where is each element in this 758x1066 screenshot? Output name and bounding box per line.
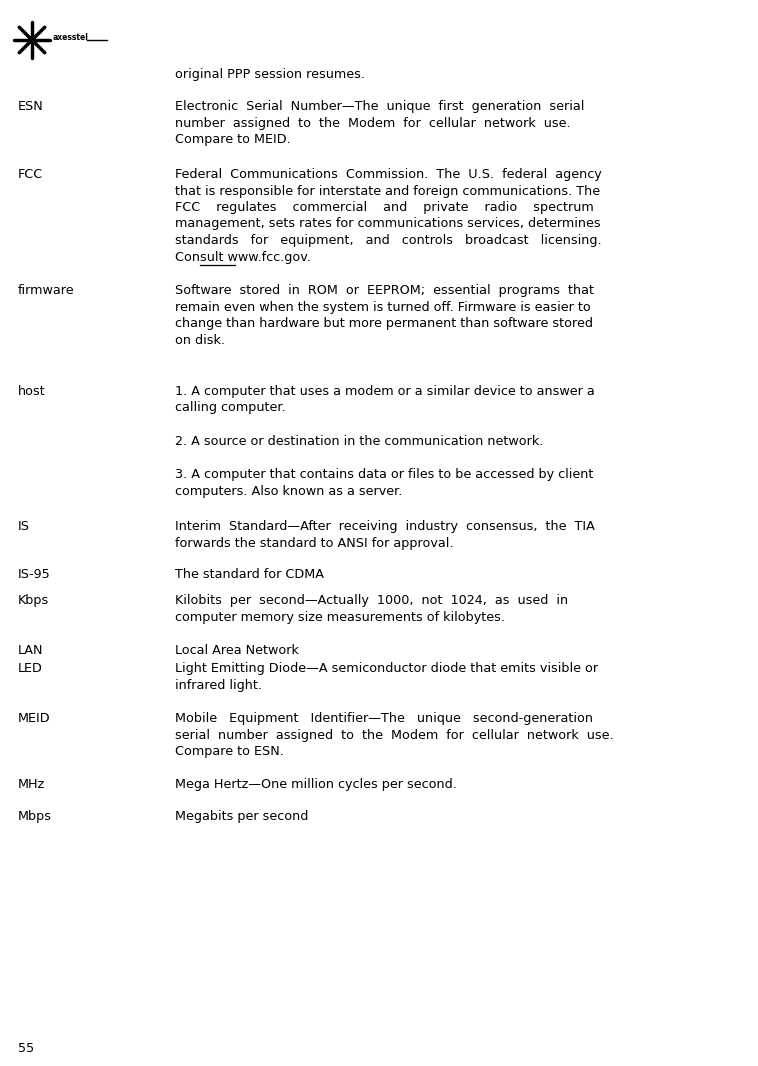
Text: Consult www.fcc.gov.: Consult www.fcc.gov.	[175, 251, 311, 263]
Text: firmware: firmware	[18, 284, 74, 297]
Text: host: host	[18, 385, 45, 398]
Text: 55: 55	[18, 1041, 34, 1055]
Text: Local Area Network: Local Area Network	[175, 644, 299, 657]
Text: Megabits per second: Megabits per second	[175, 810, 309, 823]
Text: Compare to MEID.: Compare to MEID.	[175, 133, 291, 146]
Text: MHz: MHz	[18, 778, 45, 791]
Text: axesstel: axesstel	[53, 32, 89, 42]
Text: serial  number  assigned  to  the  Modem  for  cellular  network  use.: serial number assigned to the Modem for …	[175, 728, 614, 742]
Text: The standard for CDMA: The standard for CDMA	[175, 568, 324, 581]
Text: management, sets rates for communications services, determines: management, sets rates for communication…	[175, 217, 600, 230]
Text: standards   for   equipment,   and   controls   broadcast   licensing.: standards for equipment, and controls br…	[175, 235, 602, 247]
Text: Kilobits  per  second—Actually  1000,  not  1024,  as  used  in: Kilobits per second—Actually 1000, not 1…	[175, 594, 568, 607]
Text: forwards the standard to ANSI for approval.: forwards the standard to ANSI for approv…	[175, 536, 453, 549]
Text: that is responsible for interstate and foreign communications. The: that is responsible for interstate and f…	[175, 184, 600, 197]
Text: on disk.: on disk.	[175, 334, 225, 346]
Text: ESN: ESN	[18, 100, 44, 113]
Text: Mega Hertz—One million cycles per second.: Mega Hertz—One million cycles per second…	[175, 778, 457, 791]
Text: LAN: LAN	[18, 644, 43, 657]
Text: Interim  Standard—After  receiving  industry  consensus,  the  TIA: Interim Standard—After receiving industr…	[175, 520, 595, 533]
Text: MEID: MEID	[18, 712, 51, 725]
Text: change than hardware but more permanent than software stored: change than hardware but more permanent …	[175, 317, 593, 330]
Text: infrared light.: infrared light.	[175, 678, 262, 692]
Text: 1. A computer that uses a modem or a similar device to answer a: 1. A computer that uses a modem or a sim…	[175, 385, 595, 398]
Text: Compare to ESN.: Compare to ESN.	[175, 745, 284, 758]
Text: FCC: FCC	[18, 168, 43, 181]
Text: original PPP session resumes.: original PPP session resumes.	[175, 68, 365, 81]
Text: LED: LED	[18, 662, 43, 675]
Text: Kbps: Kbps	[18, 594, 49, 607]
Text: IS: IS	[18, 520, 30, 533]
Text: 2. A source or destination in the communication network.: 2. A source or destination in the commun…	[175, 435, 543, 448]
Text: Electronic  Serial  Number—The  unique  first  generation  serial: Electronic Serial Number—The unique firs…	[175, 100, 584, 113]
Text: Software  stored  in  ROM  or  EEPROM;  essential  programs  that: Software stored in ROM or EEPROM; essent…	[175, 284, 594, 297]
Text: Mobile   Equipment   Identifier—The   unique   second-generation: Mobile Equipment Identifier—The unique s…	[175, 712, 593, 725]
Text: calling computer.: calling computer.	[175, 402, 286, 415]
Text: computers. Also known as a server.: computers. Also known as a server.	[175, 485, 402, 498]
Text: Light Emitting Diode—A semiconductor diode that emits visible or: Light Emitting Diode—A semiconductor dio…	[175, 662, 598, 675]
Text: Mbps: Mbps	[18, 810, 52, 823]
Text: Federal  Communications  Commission.  The  U.S.  federal  agency: Federal Communications Commission. The U…	[175, 168, 602, 181]
Text: number  assigned  to  the  Modem  for  cellular  network  use.: number assigned to the Modem for cellula…	[175, 116, 571, 129]
Text: IS-95: IS-95	[18, 568, 51, 581]
Text: 3. A computer that contains data or files to be accessed by client: 3. A computer that contains data or file…	[175, 468, 594, 481]
Text: computer memory size measurements of kilobytes.: computer memory size measurements of kil…	[175, 611, 505, 624]
Text: remain even when the system is turned off. Firmware is easier to: remain even when the system is turned of…	[175, 301, 590, 313]
Text: FCC    regulates    commercial    and    private    radio    spectrum: FCC regulates commercial and private rad…	[175, 201, 594, 214]
